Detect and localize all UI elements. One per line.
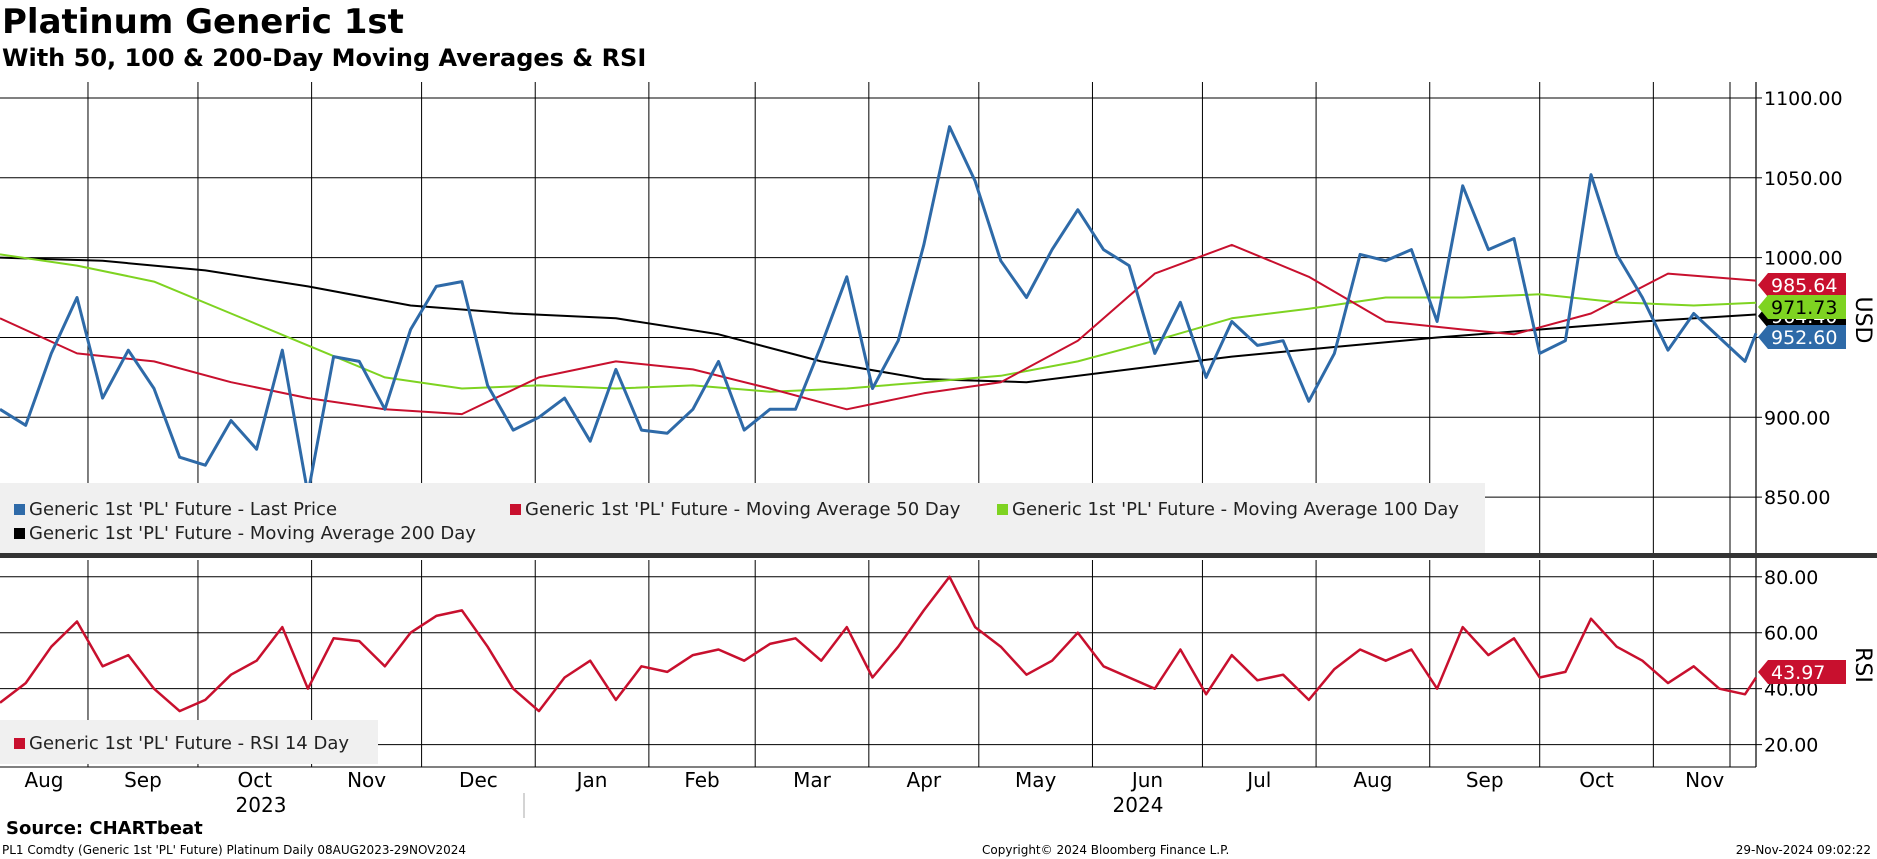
- ma100-line: [0, 253, 1757, 393]
- x-month-label: Apr: [907, 768, 942, 792]
- rsi-y-tick-label: 40.00: [1764, 679, 1818, 701]
- x-month-label: Sep: [1466, 768, 1504, 792]
- legend-rsi: Generic 1st 'PL' Future - RSI 14 Day: [29, 733, 349, 754]
- price-legend-box: [0, 483, 1485, 553]
- ma200-line: [0, 256, 1757, 384]
- legend-ma50: Generic 1st 'PL' Future - Moving Average…: [525, 499, 961, 520]
- price-y-tick-label: 1000.00: [1764, 248, 1843, 270]
- rsi-y-tick-label: 80.00: [1764, 567, 1818, 589]
- x-month-label: Mar: [793, 768, 832, 792]
- x-month-label: Jan: [575, 768, 608, 792]
- x-month-label: Aug: [24, 768, 63, 792]
- x-month-label: Nov: [1685, 768, 1724, 792]
- x-year-label: 2024: [1113, 793, 1164, 817]
- x-month-label: Dec: [459, 768, 498, 792]
- legend-ma100: Generic 1st 'PL' Future - Moving Average…: [1012, 499, 1459, 520]
- last-price-line: [0, 125, 1758, 496]
- price-last-value-bg: [1758, 325, 1846, 349]
- price-y-tick-label: 1050.00: [1764, 168, 1843, 190]
- price-y-tick-label: 850.00: [1764, 487, 1830, 509]
- rsi-y-tick-label: 20.00: [1764, 735, 1818, 757]
- price-axis-title: USD: [1850, 296, 1875, 343]
- page-subtitle: With 50, 100 & 200-Day Moving Averages &…: [2, 44, 647, 72]
- legend-ma100-swatch: [997, 504, 1008, 515]
- x-month-label: Aug: [1353, 768, 1392, 792]
- x-month-label: Oct: [237, 768, 272, 792]
- rsi-y-tick-label: 60.00: [1764, 623, 1818, 645]
- ticker-info: PL1 Comdty (Generic 1st 'PL' Future) Pla…: [2, 843, 467, 857]
- legend-last-price-swatch: [14, 504, 25, 515]
- ma50-line: [0, 243, 1757, 416]
- legend-ma200-swatch: [14, 528, 25, 539]
- x-month-label: Jul: [1245, 768, 1271, 792]
- ma100-last-value: 971.73: [1771, 297, 1837, 319]
- legend-rsi-swatch: [14, 738, 25, 749]
- price-y-tick-label: 900.00: [1764, 407, 1830, 429]
- legend-ma50-swatch: [510, 504, 521, 515]
- price-last-value: 952.60: [1771, 327, 1837, 349]
- x-month-label: Jun: [1130, 768, 1163, 792]
- page-title: Platinum Generic 1st: [2, 2, 404, 42]
- rsi-legend-box: [0, 720, 378, 764]
- ma50-last-value: 985.64: [1771, 275, 1837, 297]
- rsi-line: [0, 575, 1758, 713]
- timestamp-label: 29-Nov-2024 09:02:22: [1735, 843, 1871, 857]
- x-month-label: Sep: [124, 768, 162, 792]
- x-year-label: 2023: [236, 793, 287, 817]
- rsi-last-value-bg: [1758, 660, 1846, 684]
- legend-last-price: Generic 1st 'PL' Future - Last Price: [29, 499, 337, 520]
- source-label: Source: CHARTbeat: [6, 818, 203, 839]
- x-month-label: Nov: [347, 768, 386, 792]
- x-month-label: May: [1015, 768, 1057, 792]
- rsi-axis-title: RSI: [1850, 647, 1875, 683]
- rsi-last-value: 43.97: [1771, 662, 1825, 684]
- legend-ma200: Generic 1st 'PL' Future - Moving Average…: [29, 523, 476, 544]
- ma100-last-value-bg: [1758, 295, 1846, 319]
- ma50-last-value-bg: [1758, 273, 1846, 297]
- panel-divider: [0, 553, 1877, 558]
- price-y-tick-label: 1100.00: [1764, 88, 1843, 110]
- copyright-label: Copyright© 2024 Bloomberg Finance L.P.: [982, 843, 1230, 857]
- x-month-label: Feb: [684, 768, 719, 792]
- x-month-label: Oct: [1579, 768, 1614, 792]
